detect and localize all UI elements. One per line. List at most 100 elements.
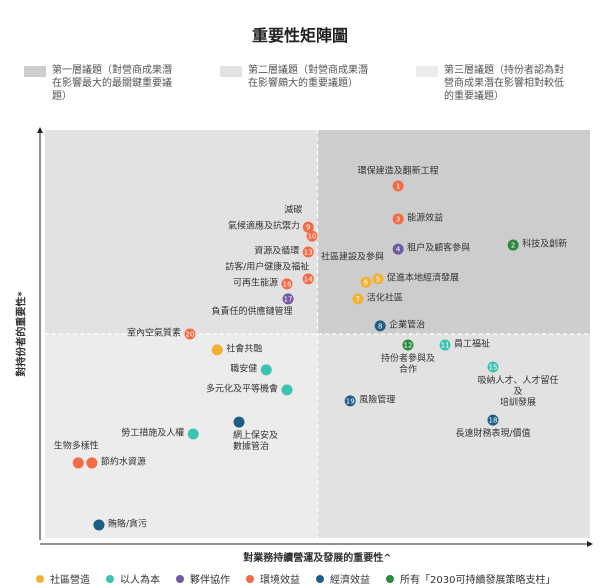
tier-swatch [24,66,46,77]
point [392,180,404,192]
legend-item: 環境效益 [246,571,300,586]
point [360,276,372,288]
point [306,230,318,242]
point-label: 科技及創新 [522,239,568,250]
point-label: 持份者參與及 合作 [380,354,435,376]
tier-legend-item: 第一層議題（對營商成果潛在影響最大的最關鍵重要議題） [24,64,180,103]
quadrant [45,130,318,334]
legend-label: 經濟效益 [330,575,370,586]
point-number: 4 [396,246,401,254]
point-label: 訪客/用户健康及福祉 [225,262,310,273]
point-number: 9 [306,224,310,232]
point [302,246,314,258]
point [72,457,84,469]
point-number: 5 [376,275,380,283]
point [392,213,404,225]
point-number: 6 [364,279,369,287]
point-number: 16 [283,280,292,288]
point-number: 8 [378,322,382,330]
legend-item: 經濟效益 [316,571,370,586]
point-label: 室內空氣質素 [126,328,181,339]
point [281,384,293,396]
point [374,320,386,332]
point [93,519,105,531]
point-label: 減碳 [284,205,303,216]
legend-marker [386,574,394,583]
legend-label: 環境效益 [260,575,300,586]
point-label: 環保建造及翻新工程 [357,166,439,177]
point [184,328,196,340]
point-label: 賄賂/貪污 [107,519,147,530]
quadrant [45,334,318,538]
point-label: 社會共融 [226,344,263,355]
point [392,243,404,255]
point [487,361,499,373]
tier-legend-item: 第三層議題（持份者認為對營商成果潛在影響相對較低的重要議題） [416,64,572,103]
legend-label: 社區營造 [50,575,90,586]
legend-item: 以人為本 [106,571,160,586]
tier-legend-item: 第二層議題（對營商成果潛在影響頗大的重要議題） [220,64,376,90]
point [282,293,294,305]
legend-item: 社區營造 [36,571,90,586]
point-label: 資源及循環 [254,246,300,257]
point-label: 吸納人才、人才留任及 培訓發展 [477,376,559,409]
legend: 社區營造 以人為本 夥伴協作 環境效益 經濟效益 所有「2030可持續發展策略支柱」 [36,571,555,586]
point-number: 20 [186,331,195,339]
point-label: 多元化及平等機會 [205,384,278,395]
legend-marker [36,574,44,583]
legend-label: 夥伴協作 [190,575,230,586]
legend-label: 所有「2030可持續發展策略支柱」 [400,575,556,586]
point [302,273,314,285]
point-label: 勞工措施及人權 [121,428,185,439]
point-label: 網上保安及 數據管治 [233,431,279,453]
y-axis-label: 對持份者的重要性* [16,291,28,377]
tier-label: 第二層議題（對營商成果潛在影響頗大的重要議題） [248,65,368,89]
point-number: 13 [304,248,313,256]
tier-swatch [220,66,242,77]
point-number: 14 [304,275,313,283]
point-number: 18 [489,417,498,425]
point-number: 19 [346,397,355,405]
point [402,339,414,351]
point [302,221,314,233]
point-number: 7 [356,295,360,303]
point-number: 10 [308,233,317,241]
point [233,416,245,428]
point [507,239,519,251]
point [281,278,293,290]
point-label: 促進本地經濟發展 [386,273,459,284]
point [260,364,272,376]
legend-item: 夥伴協作 [176,571,230,586]
quadrant [317,334,590,538]
point-label: 能源效益 [407,213,444,224]
tier-swatch [416,66,438,77]
point-label: 員工福祉 [454,339,491,350]
point-number: 11 [441,342,450,350]
point-number: 3 [396,215,400,223]
point [372,273,384,285]
legend-item: 所有「2030可持續發展策略支柱」 [386,571,555,586]
tier-label: 第三層議題（持份者認為對營商成果潛在影響相對較低的重要議題） [444,65,564,102]
point-number: 2 [511,242,515,250]
x-axis-label: 對業務持續營運及發展的重要性^ [243,553,392,564]
point-number: 12 [404,342,413,350]
point [211,344,223,356]
point [86,457,98,469]
legend-marker [316,574,324,583]
point-label: 社區建設及參與 [320,252,384,263]
legend-label: 以人為本 [120,575,160,586]
point-label: 氣候適應及抗禦力 [228,221,301,232]
tier-label: 第一層議題（對營商成果潛在影響最大的最關鍵重要議題） [52,65,172,102]
point-number: 1 [396,182,400,190]
legend-marker [106,574,114,583]
point-label: 租户及顧客參與 [407,243,471,254]
point-label: 企業管治 [389,320,426,331]
point-label: 職安健 [230,364,258,375]
point [344,395,356,407]
point-label: 生物多樣性 [53,441,99,452]
point-label: 負責任的供應鏈管理 [211,306,293,317]
chart-title: 重要性矩陣圖 [251,26,348,45]
point [352,293,364,305]
